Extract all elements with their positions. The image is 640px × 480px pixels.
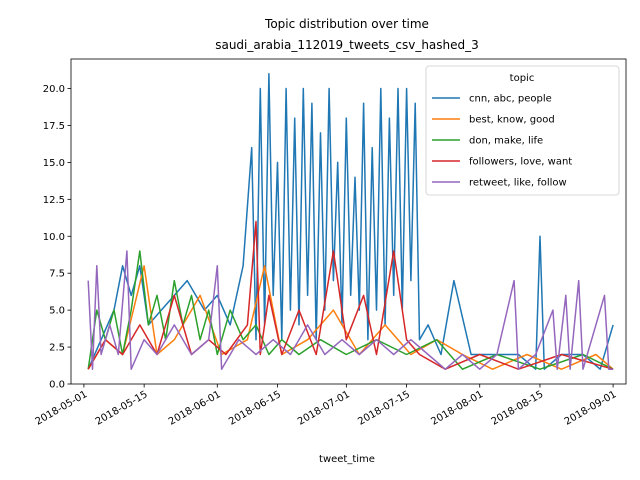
series-line-3 (87, 220, 614, 370)
legend-label-1: best, know, good (469, 115, 555, 126)
chart-subtitle: saudi_arabia_112019_tweets_csv_hashed_3 (215, 38, 479, 52)
x-axis-label: tweet_time (319, 454, 375, 465)
y-tick-label: 7.5 (49, 269, 65, 280)
legend-label-2: don, make, life (469, 136, 543, 147)
y-tick-label: 15.0 (43, 158, 65, 169)
legend-label-3: followers, love, want (469, 157, 572, 168)
legend-label-4: retweet, like, follow (469, 178, 567, 189)
legend: topic cnn, abc, people best, know, good do… (425, 65, 620, 196)
y-axis: 0.0 2.5 5.0 7.5 10.0 12.5 15.0 17.5 20.0 (43, 84, 71, 391)
chart-title: Topic distribution over time (264, 17, 429, 31)
y-tick-label: 0.0 (49, 380, 65, 391)
series-line-2 (87, 250, 614, 370)
plot-frame (70, 58, 627, 385)
y-tick-label: 12.5 (43, 195, 65, 206)
legend-box (425, 65, 620, 196)
y-tick-label: 20.0 (43, 84, 65, 95)
legend-title: topic (510, 73, 535, 84)
series-line-4 (87, 250, 614, 370)
y-tick-label: 2.5 (49, 343, 65, 354)
series-layer (87, 73, 614, 370)
y-tick-label: 17.5 (43, 121, 65, 132)
y-tick-label: 5.0 (49, 306, 65, 317)
y-tick-label: 10.0 (43, 232, 65, 243)
legend-label-0: cnn, abc, people (469, 94, 552, 105)
